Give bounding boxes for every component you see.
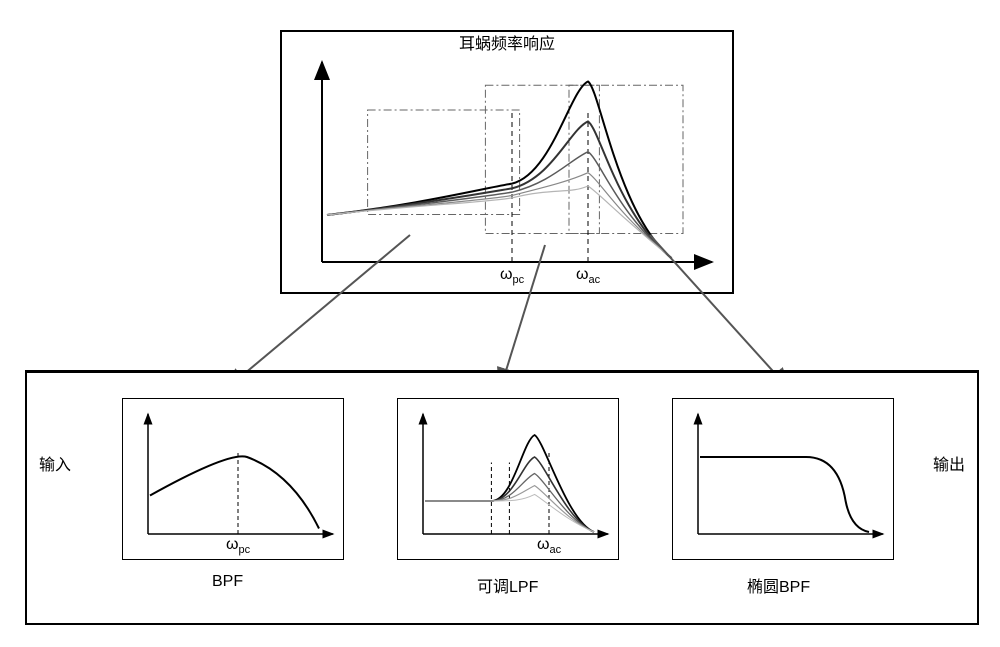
input-label: 输入 — [39, 451, 71, 475]
sub-title-2: 椭圆BPF — [747, 573, 810, 597]
sub-panel-bpf: ωpc — [122, 398, 344, 560]
sub-title-0: BPF — [212, 573, 243, 591]
bottom-panel: 输入 输出 ωpc ωac BPF 可调LPF 椭圆BPF — [25, 370, 979, 625]
sub-title-1: 可调LPF — [477, 573, 538, 597]
sub-panel-elliptic-bpf — [672, 398, 894, 560]
sub-panel-tunable-lpf: ωac — [397, 398, 619, 560]
diagram-canvas: 耳蜗频率响应 ωpc ωac — [20, 20, 980, 627]
output-label: 输出 — [933, 451, 965, 475]
